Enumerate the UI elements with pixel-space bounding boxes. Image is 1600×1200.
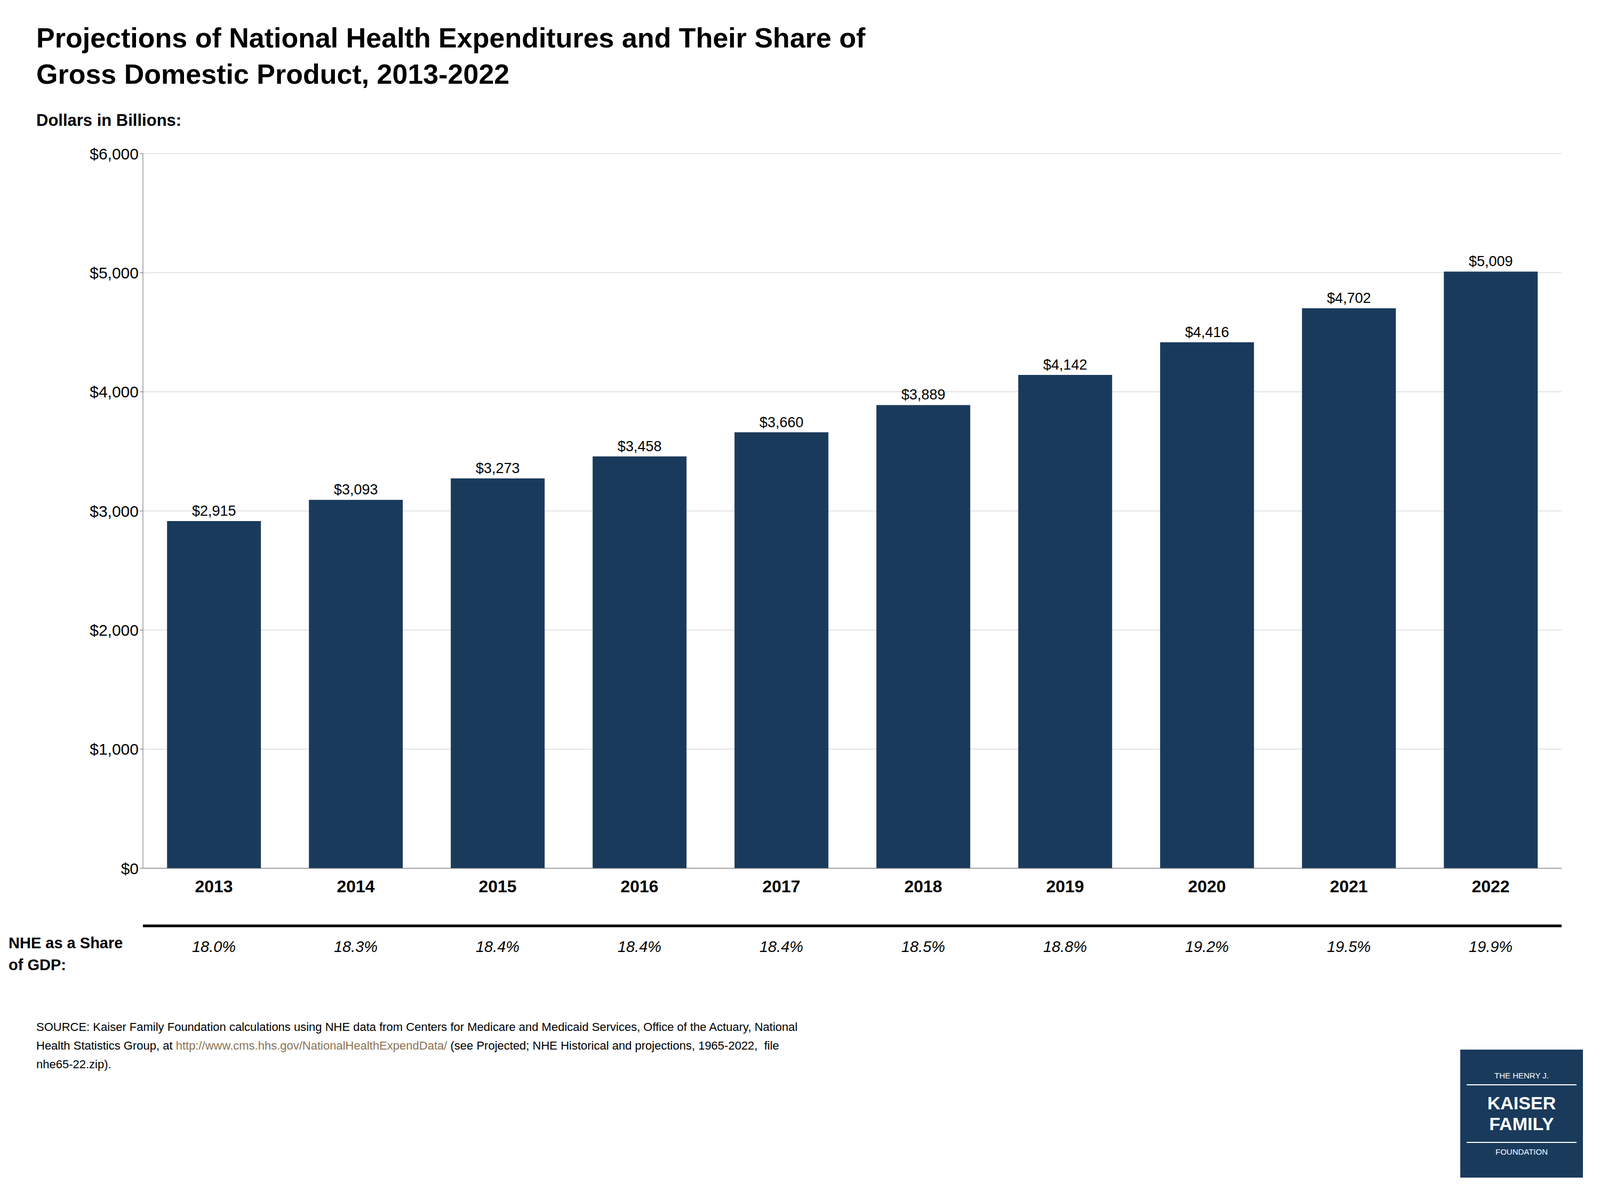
html-text:Gross Domestic Product, 2013-2: Gross Domestic Product, 2013-2022 xyxy=(36,58,510,90)
svg-text:$3,660: $3,660 xyxy=(759,414,804,431)
svg-text:19.9%: 19.9% xyxy=(1468,938,1513,956)
html-text:Health Statistics Group, at ht: Health Statistics Group, at http://www.c… xyxy=(36,1039,780,1053)
svg-text:$3,458: $3,458 xyxy=(617,438,662,455)
svg-text:$2,915: $2,915 xyxy=(192,502,237,519)
html-text:SOURCE: Kaiser Family Foundati: SOURCE: Kaiser Family Foundation calcula… xyxy=(36,1020,798,1034)
html-text:NHE as a Share: NHE as a Share xyxy=(8,934,123,952)
html-text:Dollars in Billions:: Dollars in Billions: xyxy=(36,110,182,130)
svg-text:19.2%: 19.2% xyxy=(1185,938,1229,956)
svg-text:$4,142: $4,142 xyxy=(1043,356,1088,373)
html-text:THE HENRY J.: THE HENRY J. xyxy=(1494,1070,1549,1080)
svg-text:2014: 2014 xyxy=(336,876,375,896)
html-text:KAISER: KAISER xyxy=(1487,1092,1556,1114)
svg-text:$5,009: $5,009 xyxy=(1468,253,1514,270)
svg-text:18.4%: 18.4% xyxy=(617,938,662,956)
svg-text:18.4%: 18.4% xyxy=(759,938,804,956)
svg-text:19.5%: 19.5% xyxy=(1326,938,1371,956)
svg-text:$5,000: $5,000 xyxy=(89,264,139,282)
svg-text:18.3%: 18.3% xyxy=(333,938,378,956)
svg-text:$6,000: $6,000 xyxy=(89,145,139,163)
svg-text:2017: 2017 xyxy=(762,876,800,896)
html-text:FAMILY: FAMILY xyxy=(1489,1113,1555,1134)
svg-text:$0: $0 xyxy=(121,859,139,878)
svg-text:$4,416: $4,416 xyxy=(1185,324,1230,341)
html-text:of GDP:: of GDP: xyxy=(8,956,67,974)
svg-text:2019: 2019 xyxy=(1045,876,1084,896)
svg-text:$4,000: $4,000 xyxy=(89,382,139,401)
html-text:FOUNDATION: FOUNDATION xyxy=(1495,1147,1548,1157)
svg-text:18.8%: 18.8% xyxy=(1043,938,1087,956)
svg-text:2013: 2013 xyxy=(194,876,233,896)
svg-text:2020: 2020 xyxy=(1187,876,1226,896)
svg-text:$3,093: $3,093 xyxy=(333,481,379,498)
svg-text:2022: 2022 xyxy=(1471,876,1510,896)
svg-text:2016: 2016 xyxy=(620,876,659,896)
svg-text:2015: 2015 xyxy=(478,876,517,896)
svg-text:$1,000: $1,000 xyxy=(89,740,139,758)
svg-text:2018: 2018 xyxy=(904,876,942,896)
svg-text:18.4%: 18.4% xyxy=(475,938,520,956)
svg-text:$4,702: $4,702 xyxy=(1326,290,1372,307)
svg-text:$2,000: $2,000 xyxy=(89,621,139,639)
html-text:nhe65-22.zip).: nhe65-22.zip). xyxy=(36,1057,112,1072)
html-text:Projections of National Health: Projections of National Health Expenditu… xyxy=(36,22,866,54)
svg-text:$3,000: $3,000 xyxy=(89,502,139,520)
svg-text:2021: 2021 xyxy=(1329,876,1368,896)
svg-text:$3,273: $3,273 xyxy=(475,460,520,477)
svg-text:$3,889: $3,889 xyxy=(901,386,946,403)
svg-text:18.0%: 18.0% xyxy=(192,938,236,956)
svg-text:18.5%: 18.5% xyxy=(901,938,946,956)
